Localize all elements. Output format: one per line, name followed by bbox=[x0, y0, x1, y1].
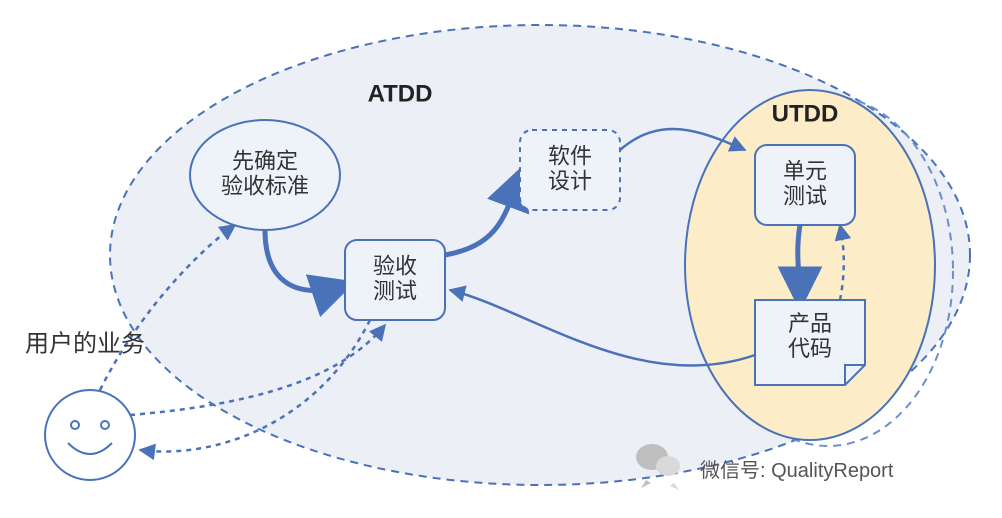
node-accept_test: 验收测试 bbox=[345, 240, 445, 320]
svg-text:软件设计: 软件设计 bbox=[548, 143, 592, 193]
user-label: 用户的业务 bbox=[25, 330, 145, 357]
node-sw_design: 软件设计 bbox=[520, 130, 620, 210]
svg-text:验收测试: 验收测试 bbox=[373, 253, 417, 303]
svg-text:单元测试: 单元测试 bbox=[783, 158, 827, 208]
svg-text:产品代码: 产品代码 bbox=[788, 311, 832, 361]
atdd-title: ATDD bbox=[368, 80, 433, 107]
node-prod_code: 产品代码 bbox=[755, 300, 865, 385]
face-outline bbox=[45, 390, 135, 480]
diagram-canvas: ATDD UTDD 先确定验收标准验收测试软件设计单元测试产品代码 用户的业务 … bbox=[0, 0, 1002, 518]
footer-label: 微信号: QualityReport bbox=[700, 459, 894, 482]
edge-unit_to_code bbox=[798, 225, 800, 300]
footer-value: QualityReport bbox=[771, 460, 894, 482]
utdd-region bbox=[685, 90, 935, 440]
footer-prefix: 微信号: bbox=[700, 459, 771, 482]
chat-bubble-small bbox=[656, 456, 680, 490]
svg-text:先确定验收标准: 先确定验收标准 bbox=[221, 148, 309, 198]
node-criteria: 先确定验收标准 bbox=[190, 120, 340, 230]
node-unit_test: 单元测试 bbox=[755, 145, 855, 225]
user-actor bbox=[45, 390, 135, 480]
utdd-title: UTDD bbox=[772, 100, 839, 127]
